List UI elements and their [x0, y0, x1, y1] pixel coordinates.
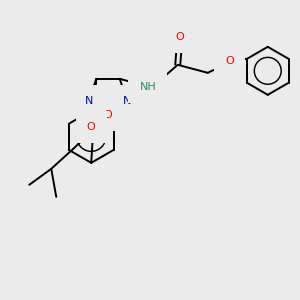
Text: N: N — [123, 96, 131, 106]
Text: O: O — [176, 32, 184, 42]
Text: O: O — [87, 122, 96, 132]
Text: NH: NH — [140, 82, 156, 92]
Text: N: N — [85, 96, 93, 106]
Text: O: O — [103, 110, 112, 120]
Text: O: O — [225, 56, 234, 66]
